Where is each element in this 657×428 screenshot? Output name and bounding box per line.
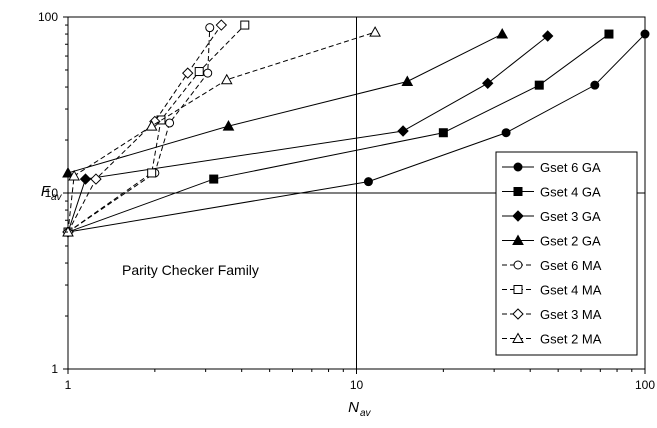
data-point xyxy=(363,177,373,187)
data-point xyxy=(501,128,511,138)
legend-marker xyxy=(513,162,523,172)
series-gset-6-ga xyxy=(63,29,650,237)
legend-item: Gset 2 MA xyxy=(502,332,602,347)
legend-marker xyxy=(512,308,524,320)
series-layer xyxy=(62,19,650,238)
legend-item: Gset 6 GA xyxy=(502,160,601,175)
data-point xyxy=(496,28,509,39)
legend-label: Gset 4 MA xyxy=(540,283,602,298)
data-point xyxy=(482,77,494,90)
legend-frame xyxy=(495,151,638,356)
series-gset-4-ma xyxy=(63,20,250,237)
legend-marker xyxy=(512,210,524,222)
x-tick-label: 1 xyxy=(65,378,72,392)
legend-label: Gset 6 GA xyxy=(540,160,601,175)
data-point xyxy=(194,67,204,77)
data-point xyxy=(438,128,448,138)
legend-label: Gset 2 MA xyxy=(540,332,602,347)
data-point xyxy=(222,120,235,131)
y-axis-title: F av xyxy=(41,183,63,203)
legend-label: Gset 4 GA xyxy=(540,185,601,200)
legend-marker xyxy=(513,260,523,270)
legend: Gset 6 GA Gset 4 GA Gset 3 GA Gset 2 GA Gset… xyxy=(495,151,638,356)
legend-marker xyxy=(512,234,524,245)
x-axis-title: N av xyxy=(348,399,371,419)
data-point xyxy=(90,173,102,185)
data-point xyxy=(534,80,544,90)
data-point xyxy=(240,20,250,30)
data-point xyxy=(205,23,215,33)
data-point xyxy=(203,68,213,78)
x-tick-label: 100 xyxy=(635,378,655,392)
legend-label: Gset 3 GA xyxy=(540,209,601,224)
legend-label: Gset 2 GA xyxy=(540,234,601,249)
data-point xyxy=(182,67,194,79)
svg-text:N: N xyxy=(348,399,359,416)
data-point xyxy=(215,19,228,31)
data-point xyxy=(165,118,175,128)
data-point xyxy=(62,166,74,178)
data-point xyxy=(397,125,409,137)
data-point xyxy=(401,75,414,87)
data-point xyxy=(145,120,158,131)
data-point xyxy=(590,80,600,90)
legend-item: Gset 3 MA xyxy=(502,307,602,322)
ticks-layer: 1 10 100 1 10 100 xyxy=(38,10,655,392)
series-gset-2-ga xyxy=(62,28,509,178)
legend-label: Gset 6 MA xyxy=(540,258,602,273)
x-axis-label-sub: av xyxy=(360,408,372,419)
data-point xyxy=(369,26,381,37)
y-axis-label-sub: av xyxy=(51,192,63,203)
data-point xyxy=(209,174,219,184)
legend-item: Gset 4 MA xyxy=(502,283,602,298)
y-axis-label: F xyxy=(41,183,51,200)
legend-item: Gset 3 GA xyxy=(502,209,601,224)
x-axis-label: N xyxy=(348,399,359,416)
legend-marker xyxy=(513,187,523,196)
legend-marker xyxy=(512,332,524,343)
x-tick-label: 10 xyxy=(350,378,364,392)
series-line xyxy=(67,27,211,233)
data-point xyxy=(541,30,554,42)
svg-text:av: av xyxy=(360,408,372,419)
annotation-label: Parity Checker Family xyxy=(122,262,259,278)
svg-text:av: av xyxy=(51,192,63,203)
y-tick-label: 10 xyxy=(45,186,59,200)
legend-marker xyxy=(513,285,523,294)
legend-item: Gset 2 GA xyxy=(502,234,601,249)
svg-text:F: F xyxy=(41,183,51,200)
series-line xyxy=(67,24,222,233)
y-tick-label: 100 xyxy=(38,10,58,24)
data-point xyxy=(604,29,614,39)
series-line xyxy=(67,33,503,174)
data-point xyxy=(147,168,157,178)
legend-item: Gset 6 MA xyxy=(502,258,602,273)
data-point xyxy=(640,29,650,39)
legend-item: Gset 4 GA xyxy=(502,185,601,200)
y-tick-label: 1 xyxy=(51,362,58,376)
legend-label: Gset 3 MA xyxy=(540,307,602,322)
data-point xyxy=(79,173,92,185)
data-point xyxy=(220,73,233,85)
data-point xyxy=(68,169,80,181)
